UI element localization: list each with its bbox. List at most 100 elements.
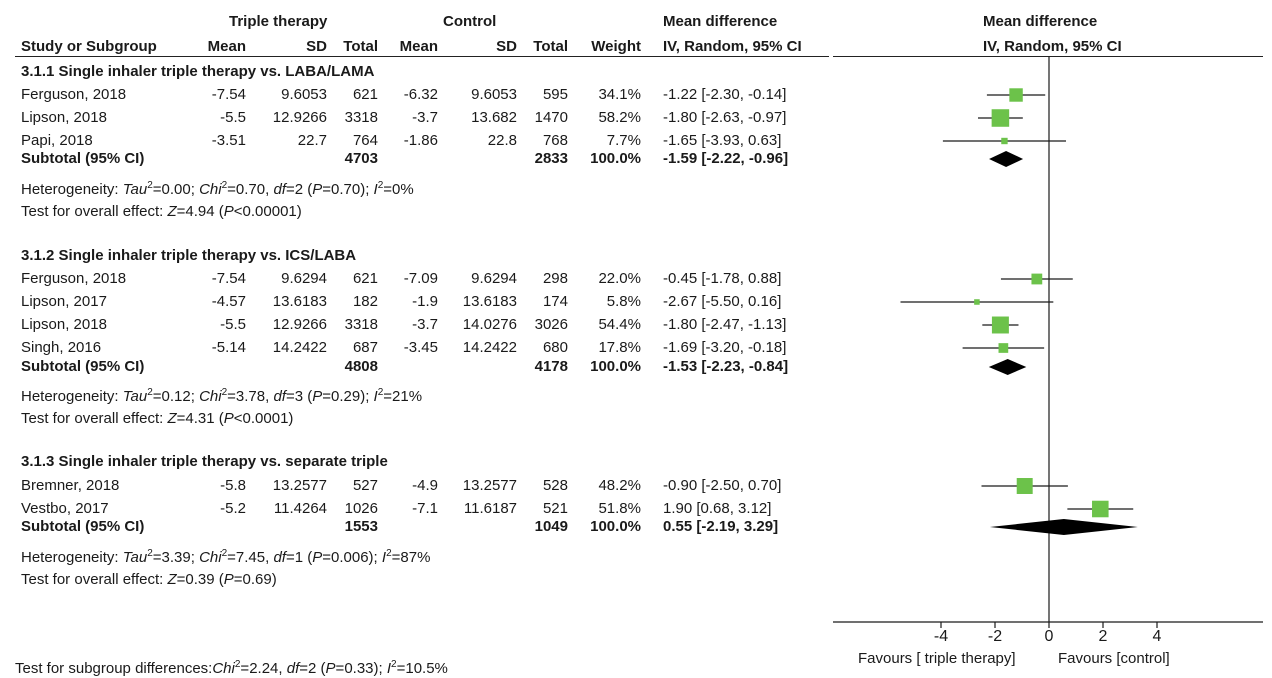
cell-weight: 48.2% xyxy=(598,477,641,494)
subtotal-ci-text: -1.59 [-2.22, -0.96] xyxy=(663,150,789,167)
x-tick-label: -2 xyxy=(987,628,1003,645)
cell-t-sd: 11.4264 xyxy=(273,500,327,517)
test-subgroup-differences: Test for subgroup differences:Chi2=2.24,… xyxy=(15,659,448,678)
study-effect-square xyxy=(974,299,980,305)
cell-t-total: 182 xyxy=(352,293,378,310)
subtotal-weight: 100.0% xyxy=(590,518,641,535)
cell-c-total: 3026 xyxy=(534,316,568,333)
study-ci-text: -1.65 [-3.93, 0.63] xyxy=(663,132,782,149)
cell-t-total: 527 xyxy=(352,477,378,494)
subtotal-c-total: 1049 xyxy=(534,518,568,535)
cell-c-sd: 9.6053 xyxy=(471,86,517,103)
study-effect-square xyxy=(1092,500,1109,518)
cell-t-mean: -5.2 xyxy=(220,500,246,517)
cell-weight: 22.0% xyxy=(598,270,641,287)
header-t-total: Total xyxy=(343,38,378,55)
study-effect-square xyxy=(991,109,1010,127)
cell-c-mean: -3.7 xyxy=(412,109,438,126)
cell-c-sd: 13.682 xyxy=(471,109,517,126)
study-ci-text: 1.90 [0.68, 3.12] xyxy=(663,500,772,517)
cell-c-mean: -6.32 xyxy=(403,86,438,103)
cell-weight: 58.2% xyxy=(598,109,641,126)
cell-c-sd: 14.0276 xyxy=(462,316,517,333)
cell-c-mean: -7.1 xyxy=(412,500,438,517)
study-name: Ferguson, 2018 xyxy=(21,270,127,287)
cell-t-sd: 9.6294 xyxy=(281,270,327,287)
cell-c-mean: -3.7 xyxy=(412,316,438,333)
cell-weight: 17.8% xyxy=(598,339,641,356)
header-t-mean: Mean xyxy=(207,38,246,55)
study-ci-text: -1.22 [-2.30, -0.14] xyxy=(663,86,787,103)
cell-t-total: 764 xyxy=(352,132,378,149)
overall-effect-text: Test for overall effect: Z=4.31 (P<0.000… xyxy=(21,410,294,427)
header-weight: Weight xyxy=(591,38,641,55)
cell-c-mean: -3.45 xyxy=(403,339,438,356)
study-ci-text: -1.80 [-2.47, -1.13] xyxy=(663,316,787,333)
study-ci-text: -1.69 [-3.20, -0.18] xyxy=(663,339,787,356)
cell-t-mean: -7.54 xyxy=(211,86,246,103)
study-name: Bremner, 2018 xyxy=(21,477,120,494)
cell-weight: 7.7% xyxy=(606,132,641,149)
cell-c-total: 1470 xyxy=(534,109,568,126)
study-ci-text: -1.80 [-2.63, -0.97] xyxy=(663,109,787,126)
cell-c-mean: -1.9 xyxy=(412,293,438,310)
cell-t-sd: 13.6183 xyxy=(272,293,327,310)
study-effect-square xyxy=(1001,137,1008,145)
cell-c-total: 595 xyxy=(542,86,568,103)
subtotal-t-total: 1553 xyxy=(344,518,378,535)
study-ci-text: -0.90 [-2.50, 0.70] xyxy=(663,477,782,494)
header-c-total: Total xyxy=(533,38,568,55)
header-study: Study or Subgroup xyxy=(21,38,157,55)
subtotal-t-total: 4808 xyxy=(344,358,378,375)
cell-c-total: 298 xyxy=(542,270,568,287)
cell-t-mean: -3.51 xyxy=(211,132,246,149)
subtotal-diamond xyxy=(989,519,1138,535)
cell-t-total: 621 xyxy=(352,86,378,103)
study-effect-square xyxy=(1009,88,1023,102)
subtotal-weight: 100.0% xyxy=(590,150,641,167)
cell-t-sd: 9.6053 xyxy=(281,86,327,103)
cell-c-total: 521 xyxy=(542,500,568,517)
cell-t-sd: 13.2577 xyxy=(272,477,327,494)
cell-c-total: 768 xyxy=(542,132,568,149)
subgroup-title: 3.1.2 Single inhaler triple therapy vs. … xyxy=(21,247,357,264)
cell-c-mean: -1.86 xyxy=(403,132,438,149)
cell-t-total: 687 xyxy=(352,339,378,356)
header-c-mean: Mean xyxy=(399,38,438,55)
header-rule-left xyxy=(15,56,829,57)
cell-weight: 5.8% xyxy=(606,293,641,310)
subgroup-title: 3.1.1 Single inhaler triple therapy vs. … xyxy=(21,63,375,80)
study-ci-text: -2.67 [-5.50, 0.16] xyxy=(663,293,782,310)
subtotal-diamond xyxy=(989,151,1024,167)
cell-t-mean: -5.8 xyxy=(220,477,246,494)
overall-effect-text: Test for overall effect: Z=4.94 (P<0.000… xyxy=(21,203,302,220)
cell-c-total: 174 xyxy=(542,293,568,310)
cell-c-sd: 22.8 xyxy=(487,132,517,149)
overall-effect-text: Test for overall effect: Z=0.39 (P=0.69) xyxy=(21,571,277,588)
cell-t-total: 621 xyxy=(352,270,378,287)
cell-t-sd: 12.9266 xyxy=(272,316,327,333)
header-md-left: Mean difference xyxy=(663,13,778,30)
cell-t-total: 3318 xyxy=(344,109,378,126)
header-group-control: Control xyxy=(443,13,497,30)
cell-t-mean: -4.57 xyxy=(211,293,246,310)
cell-c-total: 528 xyxy=(542,477,568,494)
subtotal-label: Subtotal (95% CI) xyxy=(21,518,145,535)
study-name: Lipson, 2018 xyxy=(21,316,107,333)
header-md-right: Mean difference xyxy=(983,13,1098,30)
header-rule-right xyxy=(833,56,1263,57)
cell-weight: 51.8% xyxy=(598,500,641,517)
subtotal-ci-text: -1.53 [-2.23, -0.84] xyxy=(663,358,789,375)
cell-c-total: 680 xyxy=(542,339,568,356)
header-md-left-method: IV, Random, 95% CI xyxy=(663,38,802,55)
subtotal-c-total: 2833 xyxy=(534,150,568,167)
cell-t-mean: -5.14 xyxy=(211,339,246,356)
x-tick-label: 0 xyxy=(1044,628,1054,645)
favours-left-label: Favours [ triple therapy] xyxy=(858,650,1016,667)
subtotal-t-total: 4703 xyxy=(344,150,378,167)
cell-c-mean: -7.09 xyxy=(403,270,438,287)
cell-c-sd: 11.6187 xyxy=(463,500,517,517)
study-effect-square xyxy=(1016,478,1033,494)
cell-t-total: 1026 xyxy=(344,500,378,517)
